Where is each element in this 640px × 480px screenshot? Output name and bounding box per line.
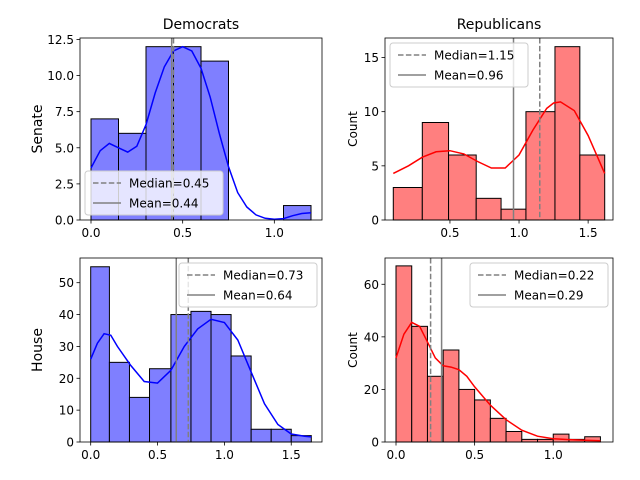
legend-box (469, 262, 609, 308)
subplot-0: 0.0 0.5 1.0 0.0 2.5 5.0 7.5 10.0 12.5 Democrats Se… (30, 17, 323, 240)
row-label: Senate (30, 104, 46, 153)
legend-median-label: Median=0.22 (514, 269, 594, 283)
x-tick-label: 0.0 (81, 226, 100, 240)
histogram-bar (128, 396, 151, 443)
legend: Median=0.22 Mean=0.29 (469, 262, 609, 308)
histogram-bar (190, 310, 212, 443)
x-tick-label: 0.5 (173, 226, 192, 240)
x-tick-label: 1.5 (579, 226, 598, 240)
subplot-3: 0.0 0.5 1.0 0 20 40 60 Count Median=0.22 Mean=0.2… (346, 257, 614, 462)
legend-box (84, 170, 224, 216)
x-tick-label: 1.5 (282, 448, 301, 462)
histogram-bar (552, 433, 570, 443)
y-tick-label: 10 (59, 404, 74, 418)
y-tick-label: 40 (364, 330, 379, 344)
kde-curve (392, 101, 606, 175)
subplot-2: 0.0 0.5 1.0 1.501020304050HouseMedian=0.73M… (30, 257, 323, 462)
x-tick-label: 0.5 (440, 226, 459, 240)
subplot-1: 0.5 1.0 1.5 0 5 10 15 Republicans Count Median=1.… (346, 17, 614, 240)
legend: Median=0.73 Mean=0.64 (178, 262, 318, 308)
x-tick-label: 1.0 (265, 226, 284, 240)
y-tick-label: 10.0 (47, 69, 74, 83)
histogram-bar (475, 197, 502, 221)
y-tick-label: 10 (364, 105, 379, 119)
row-label: House (30, 328, 46, 372)
subplot-title: Democrats (163, 17, 239, 33)
y-axis-label: Count (346, 332, 360, 368)
y-tick-label: 20 (364, 383, 379, 397)
histogram-bar (442, 349, 460, 443)
y-tick-label: 0.0 (55, 214, 74, 228)
x-tick-label: 0.5 (465, 448, 484, 462)
x-tick-label: 1.0 (509, 226, 528, 240)
x-tick-label: 0.5 (148, 448, 167, 462)
y-tick-label: 40 (59, 308, 74, 322)
histogram-bar (505, 430, 523, 443)
y-tick-label: 30 (59, 340, 74, 354)
histogram-bar (395, 265, 413, 443)
axes-frame (79, 37, 323, 221)
histogram-bar (411, 325, 428, 443)
legend-median-label: Median=0.45 (129, 177, 209, 191)
histogram-bar (474, 399, 491, 443)
y-tick-label: 2.5 (55, 177, 74, 191)
kde-curve (395, 321, 601, 442)
kde-curve (90, 318, 312, 438)
histogram-bar (230, 355, 252, 443)
x-tick-label: 1.0 (215, 448, 234, 462)
histogram-bar (458, 388, 476, 443)
y-tick-label: 60 (364, 278, 379, 292)
y-tick-label: 50 (59, 276, 74, 290)
legend-mean-label: Mean=0.96 (434, 69, 503, 83)
y-axis-label: Count (346, 111, 360, 147)
y-tick-label: 15 (364, 51, 379, 65)
histogram-bar (421, 122, 450, 221)
y-tick-label: 5.0 (55, 141, 74, 155)
y-tick-label: 12.5 (47, 33, 74, 47)
axes-frame (384, 257, 614, 443)
y-tick-label: 20 (59, 372, 74, 386)
legend: Median=0.45 Mean=0.44 (84, 170, 224, 216)
legend-median-label: Median=1.15 (434, 49, 514, 63)
histogram-bar (448, 154, 477, 221)
y-tick-label: 7.5 (55, 105, 74, 119)
histogram-bar (489, 417, 507, 443)
y-tick-label: 0 (371, 214, 379, 228)
legend: Median=1.15 Mean=0.96 (389, 42, 529, 88)
axes-frame (384, 37, 614, 221)
histogram-bar (554, 46, 581, 221)
kde-curve (90, 45, 312, 220)
histogram-bar (426, 375, 444, 443)
y-tick-label: 0 (66, 436, 74, 450)
y-tick-label: 0 (371, 436, 379, 450)
legend-box (389, 42, 529, 88)
x-tick-label: 1.0 (544, 448, 563, 462)
x-tick-label: 0.0 (81, 448, 100, 462)
y-tick-label: 5 (371, 159, 379, 173)
histogram-bar (210, 314, 232, 443)
subplot-title: Republicans (457, 17, 542, 33)
x-tick-label: 0.0 (386, 448, 405, 462)
legend-mean-label: Mean=0.29 (514, 289, 583, 303)
axes-frame (79, 257, 323, 443)
legend-mean-label: Mean=0.64 (223, 289, 292, 303)
legend-box (178, 262, 318, 308)
histogram-bar (108, 361, 130, 443)
legend-median-label: Median=0.73 (223, 269, 303, 283)
legend-mean-label: Mean=0.44 (129, 197, 198, 211)
histogram-bar (392, 187, 423, 221)
histogram-bar (250, 428, 272, 443)
